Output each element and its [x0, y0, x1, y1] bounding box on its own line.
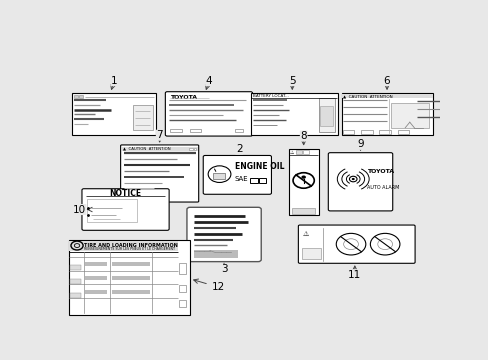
Bar: [133, 105, 153, 130]
Bar: [84, 290, 107, 294]
Bar: [68, 240, 189, 315]
Circle shape: [301, 175, 305, 179]
Text: TOYOTA: TOYOTA: [170, 95, 197, 100]
Bar: [70, 265, 81, 270]
Bar: [379, 130, 390, 134]
Text: TOYOTA: TOYOTA: [366, 169, 393, 174]
Bar: [70, 293, 81, 298]
Text: 8: 8: [300, 131, 306, 141]
Bar: [249, 178, 258, 183]
Bar: [235, 129, 243, 132]
Text: 4: 4: [205, 76, 212, 86]
Bar: [112, 262, 150, 266]
FancyBboxPatch shape: [165, 92, 252, 136]
Text: 5: 5: [288, 76, 295, 86]
FancyBboxPatch shape: [203, 156, 271, 194]
Bar: [193, 250, 238, 258]
Bar: [189, 148, 192, 150]
FancyBboxPatch shape: [121, 145, 198, 202]
Text: 3: 3: [220, 264, 227, 274]
Text: SAE: SAE: [234, 176, 248, 182]
Bar: [390, 103, 428, 128]
Bar: [320, 105, 333, 126]
Text: ⚠: ⚠: [289, 150, 294, 156]
Text: 12: 12: [211, 282, 224, 292]
Text: AUTO ALARM: AUTO ALARM: [366, 185, 398, 190]
Bar: [288, 149, 318, 215]
Text: 11: 11: [347, 270, 361, 280]
Bar: [301, 248, 320, 260]
Bar: [84, 262, 107, 266]
Bar: [343, 130, 354, 134]
Text: 6: 6: [383, 76, 389, 86]
FancyBboxPatch shape: [327, 153, 392, 211]
Bar: [361, 130, 372, 134]
Bar: [259, 178, 265, 183]
Bar: [189, 129, 201, 132]
Bar: [318, 98, 334, 132]
Text: 7: 7: [156, 130, 163, 140]
Bar: [179, 285, 185, 292]
FancyBboxPatch shape: [82, 189, 169, 230]
Bar: [179, 301, 185, 307]
Text: 9: 9: [356, 139, 363, 149]
FancyBboxPatch shape: [298, 225, 414, 263]
Bar: [68, 240, 178, 251]
Bar: [79, 95, 83, 98]
FancyBboxPatch shape: [186, 207, 261, 262]
Text: 10: 10: [73, 204, 86, 215]
Text: ▲  CAUTION  ATTENTION: ▲ CAUTION ATTENTION: [343, 94, 392, 98]
Bar: [74, 95, 78, 98]
Text: 2: 2: [235, 144, 242, 154]
Bar: [170, 129, 181, 132]
Bar: [72, 93, 156, 135]
Text: NOTICE: NOTICE: [109, 189, 142, 198]
Bar: [179, 262, 185, 274]
Bar: [87, 199, 137, 222]
Bar: [397, 130, 408, 134]
Bar: [193, 148, 196, 150]
Bar: [112, 290, 150, 294]
Text: ▲  CAUTION  ATTENTION: ▲ CAUTION ATTENTION: [123, 147, 170, 151]
Bar: [296, 150, 301, 154]
Text: ENGINE OIL: ENGINE OIL: [234, 162, 284, 171]
Bar: [213, 173, 224, 179]
Bar: [84, 276, 107, 280]
Bar: [122, 147, 197, 151]
Bar: [70, 279, 81, 284]
Bar: [250, 93, 337, 135]
Circle shape: [351, 178, 354, 180]
Bar: [292, 208, 314, 214]
Bar: [112, 276, 150, 280]
Text: TIRE AND LOADING INFORMATION: TIRE AND LOADING INFORMATION: [84, 243, 177, 248]
Text: ⚠: ⚠: [302, 231, 308, 237]
Text: BATTERY LOCAT...: BATTERY LOCAT...: [252, 94, 287, 98]
Bar: [302, 150, 308, 154]
Bar: [341, 94, 432, 98]
Text: 1: 1: [111, 76, 117, 86]
Bar: [341, 93, 432, 135]
Text: RENSEIGNEMENTS SUR LES PNEUS ET LE CHARGEMENT: RENSEIGNEMENTS SUR LES PNEUS ET LE CHARG…: [84, 247, 175, 251]
